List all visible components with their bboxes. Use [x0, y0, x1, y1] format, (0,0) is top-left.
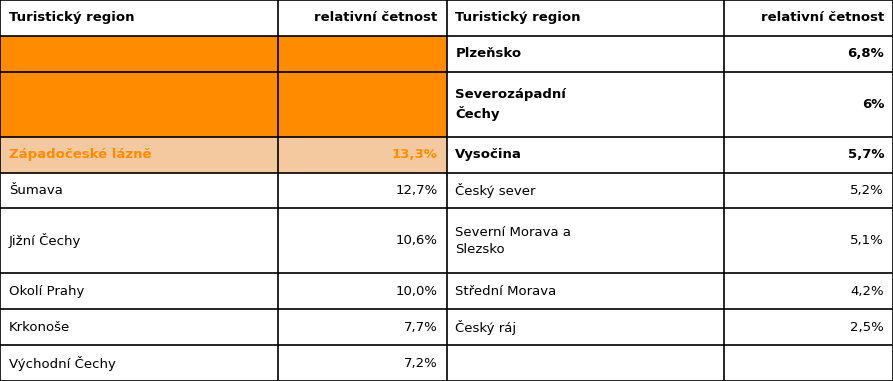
Text: Jižní Morava: Jižní Morava — [9, 98, 101, 111]
Text: relativní četnost: relativní četnost — [761, 11, 884, 24]
Text: 7,2%: 7,2% — [404, 357, 438, 370]
Text: Vysočina: Vysočina — [455, 148, 522, 161]
FancyBboxPatch shape — [0, 273, 278, 309]
FancyBboxPatch shape — [278, 345, 446, 381]
FancyBboxPatch shape — [278, 72, 446, 136]
FancyBboxPatch shape — [446, 72, 724, 136]
Text: Severní Morava a
Slezsko: Severní Morava a Slezsko — [455, 226, 572, 256]
FancyBboxPatch shape — [0, 173, 278, 208]
FancyBboxPatch shape — [278, 136, 446, 173]
Text: 10,0%: 10,0% — [396, 285, 438, 298]
Text: Šumava: Šumava — [9, 184, 63, 197]
FancyBboxPatch shape — [278, 309, 446, 345]
FancyBboxPatch shape — [724, 309, 893, 345]
FancyBboxPatch shape — [278, 173, 446, 208]
FancyBboxPatch shape — [446, 208, 724, 273]
Text: 5,2%: 5,2% — [850, 184, 884, 197]
FancyBboxPatch shape — [446, 173, 724, 208]
FancyBboxPatch shape — [446, 273, 724, 309]
Text: Český ráj: Český ráj — [455, 320, 516, 335]
FancyBboxPatch shape — [278, 36, 446, 72]
FancyBboxPatch shape — [724, 136, 893, 173]
FancyBboxPatch shape — [278, 208, 446, 273]
FancyBboxPatch shape — [446, 0, 724, 36]
Text: Praha: Praha — [9, 47, 53, 61]
Text: Severozápadní
Čechy: Severozápadní Čechy — [455, 88, 566, 121]
FancyBboxPatch shape — [0, 0, 278, 36]
Text: relativní četnost: relativní četnost — [314, 11, 438, 24]
Text: 4,2%: 4,2% — [850, 285, 884, 298]
Text: 39,5%: 39,5% — [392, 47, 438, 61]
Text: 13,3%: 13,3% — [392, 148, 438, 161]
FancyBboxPatch shape — [0, 72, 278, 136]
FancyBboxPatch shape — [724, 208, 893, 273]
FancyBboxPatch shape — [0, 309, 278, 345]
Text: 7,7%: 7,7% — [404, 320, 438, 334]
FancyBboxPatch shape — [0, 136, 278, 173]
Text: 16,4%: 16,4% — [392, 98, 438, 111]
Text: Plzeňsko: Plzeňsko — [455, 47, 522, 61]
Text: Západočeské lázně: Západočeské lázně — [9, 148, 152, 161]
FancyBboxPatch shape — [278, 0, 446, 36]
Text: 5,1%: 5,1% — [850, 234, 884, 247]
Text: Turistický region: Turistický region — [455, 11, 581, 24]
FancyBboxPatch shape — [724, 72, 893, 136]
FancyBboxPatch shape — [724, 36, 893, 72]
FancyBboxPatch shape — [446, 309, 724, 345]
Text: Střední Morava: Střední Morava — [455, 285, 556, 298]
FancyBboxPatch shape — [724, 273, 893, 309]
FancyBboxPatch shape — [0, 345, 278, 381]
FancyBboxPatch shape — [0, 208, 278, 273]
Text: 6%: 6% — [862, 98, 884, 111]
Text: 5,7%: 5,7% — [847, 148, 884, 161]
Text: 10,6%: 10,6% — [396, 234, 438, 247]
Text: 12,7%: 12,7% — [396, 184, 438, 197]
Text: Okolí Prahy: Okolí Prahy — [9, 285, 84, 298]
Text: Jižní Čechy: Jižní Čechy — [9, 233, 81, 248]
Text: Turistický region: Turistický region — [9, 11, 135, 24]
Text: 2,5%: 2,5% — [850, 320, 884, 334]
FancyBboxPatch shape — [278, 273, 446, 309]
FancyBboxPatch shape — [446, 136, 724, 173]
FancyBboxPatch shape — [446, 36, 724, 72]
Text: Krkonoše: Krkonoše — [9, 320, 71, 334]
Text: Český sever: Český sever — [455, 183, 536, 198]
Text: Východní Čechy: Východní Čechy — [9, 355, 116, 371]
FancyBboxPatch shape — [724, 173, 893, 208]
Text: 6,8%: 6,8% — [847, 47, 884, 61]
FancyBboxPatch shape — [0, 36, 278, 72]
FancyBboxPatch shape — [446, 345, 724, 381]
FancyBboxPatch shape — [724, 345, 893, 381]
FancyBboxPatch shape — [724, 0, 893, 36]
